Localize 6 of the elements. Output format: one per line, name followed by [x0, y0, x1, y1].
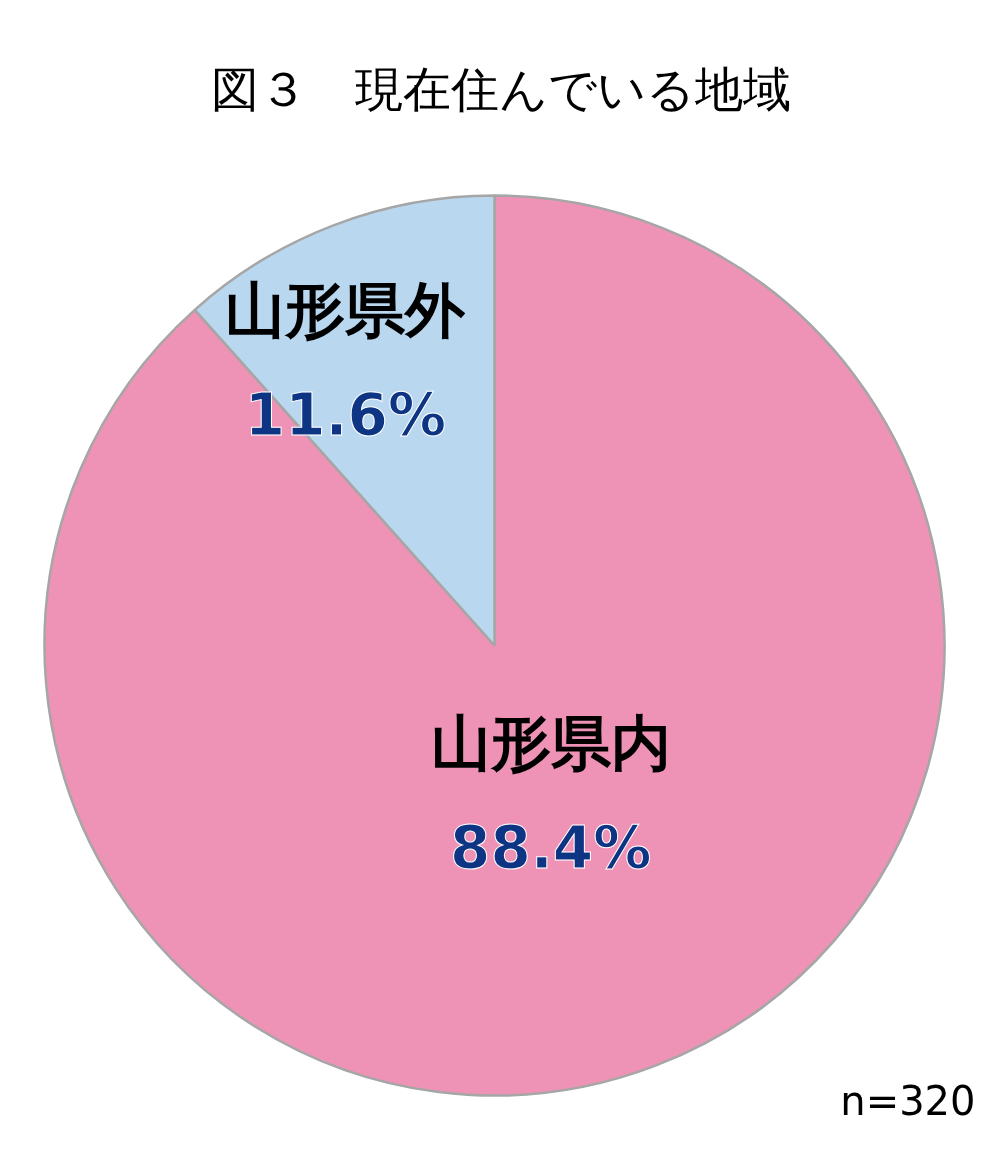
data-label: 88.4% — [450, 813, 652, 882]
text: n=320 — [840, 1077, 976, 1124]
slice-label: 山形県外 — [225, 274, 467, 345]
data-label: 11.6% — [244, 380, 447, 449]
slice-label: 山形県内 — [430, 707, 671, 778]
chart-title: 図３ 現在住んでいる地域 — [210, 60, 791, 117]
